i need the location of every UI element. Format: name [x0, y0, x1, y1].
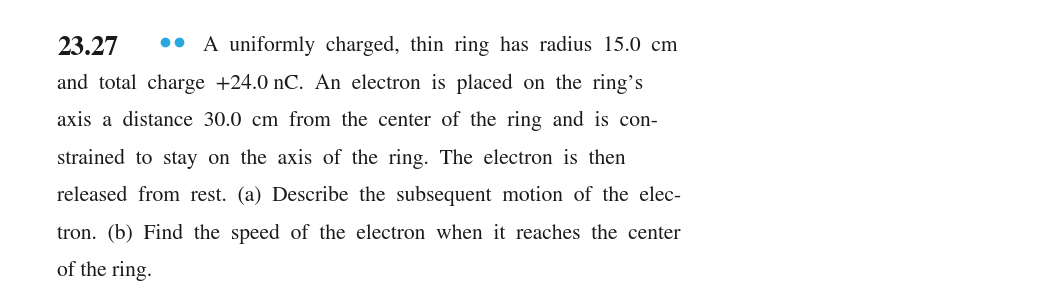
- Text: strained  to  stay  on  the  axis  of  the  ring.  The  electron  is  then: strained to stay on the axis of the ring…: [57, 148, 626, 169]
- Text: released  from  rest.  (a)  Describe  the  subsequent  motion  of  the  elec-: released from rest. (a) Describe the sub…: [57, 186, 681, 206]
- Text: tron.  (b)  Find  the  speed  of  the  electron  when  it  reaches  the  center: tron. (b) Find the speed of the electron…: [57, 224, 680, 244]
- Text: A  uniformly  charged,  thin  ring  has  radius  15.0  cm: A uniformly charged, thin ring has radiu…: [203, 36, 677, 56]
- Text: and  total  charge  +24.0 nC.  An  electron  is  placed  on  the  ring’s: and total charge +24.0 nC. An electron i…: [57, 73, 643, 94]
- Text: axis  a  distance  30.0  cm  from  the  center  of  the  ring  and  is  con-: axis a distance 30.0 cm from the center …: [57, 111, 659, 131]
- Text: of the ring.: of the ring.: [57, 261, 152, 281]
- Text: 23.27: 23.27: [57, 36, 119, 61]
